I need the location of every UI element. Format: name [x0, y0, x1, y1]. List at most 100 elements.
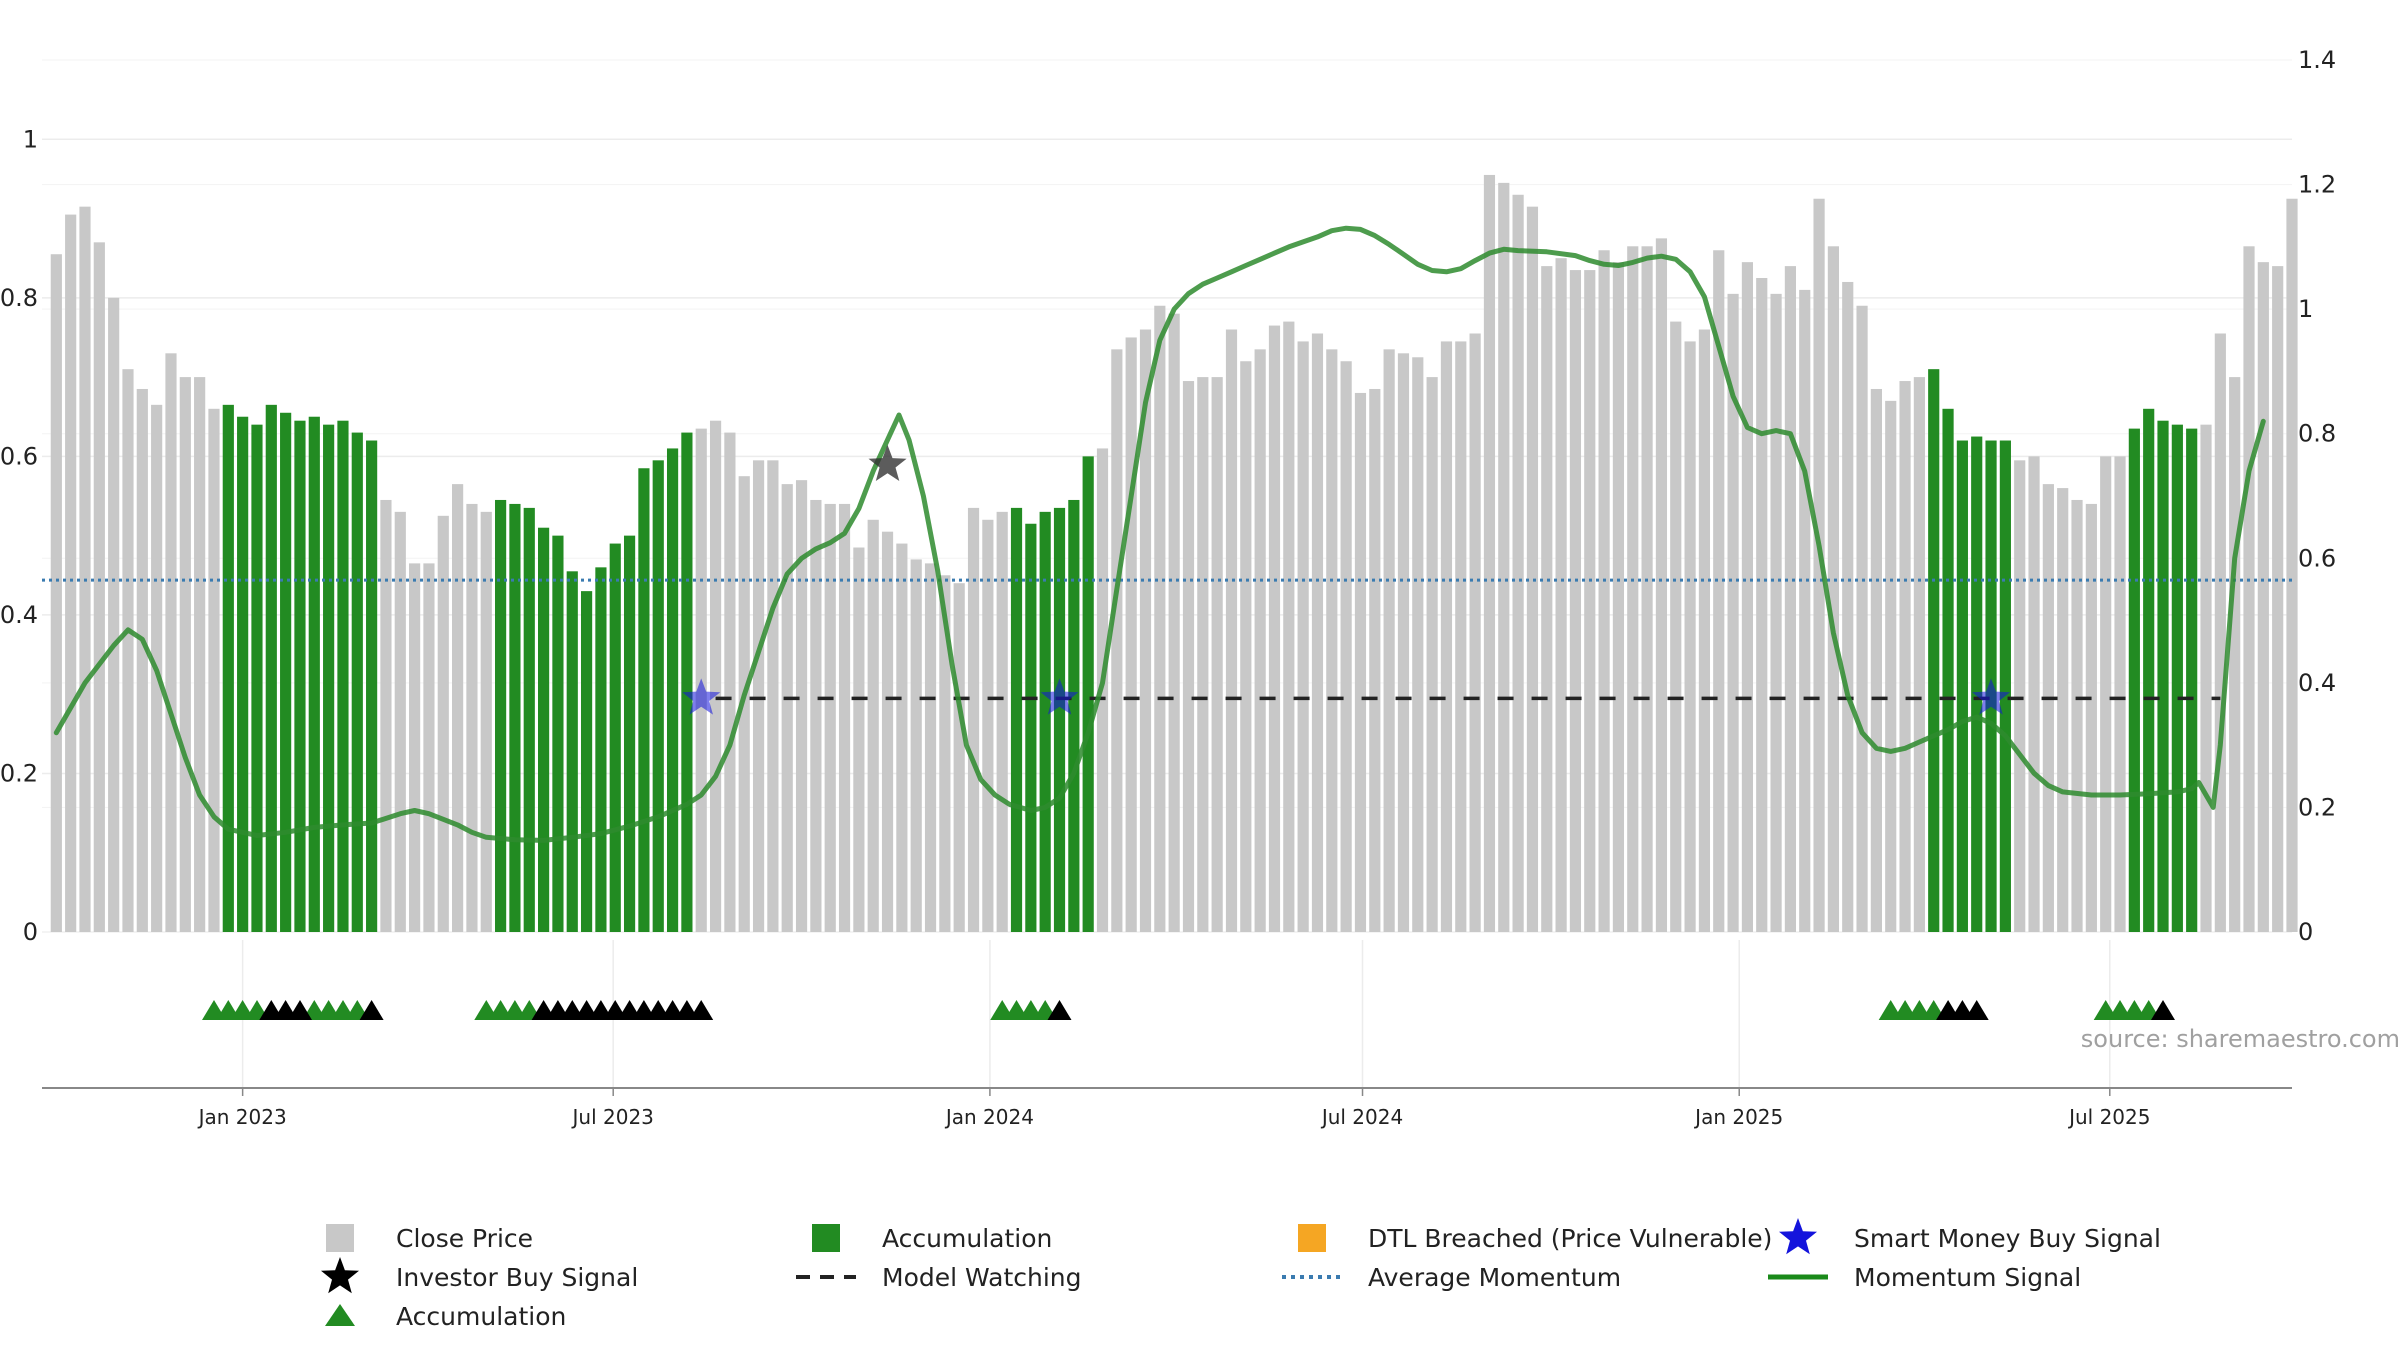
momentum-signal-line [53, 225, 2266, 843]
close-price-bar [1555, 258, 1567, 932]
x-axis-ticks: Jan 2023 Jul 2023 Jan 2024 Jul 2024 Jan 2025… [197, 1088, 2150, 1129]
accumulation-bar [1039, 511, 1051, 932]
close-price-bar [1612, 262, 1625, 932]
x-tick-label: Jul 2023 [571, 1105, 654, 1129]
accumulation-bar [2157, 420, 2169, 932]
close-price-bar [752, 460, 765, 932]
close-price-bar [423, 563, 435, 932]
accumulation-bar [1971, 436, 1983, 932]
close-price-bar [838, 503, 851, 932]
y-left-tick-label: 1 [23, 125, 38, 153]
x-tick-label: Jul 2025 [2067, 1105, 2150, 1129]
close-price-bar [1827, 246, 1839, 933]
close-price-bar [466, 503, 478, 932]
close-price-bar [996, 511, 1008, 932]
close-price-bar [79, 206, 91, 932]
accumulation-bar [2128, 428, 2140, 932]
accumulation-bar [652, 460, 664, 932]
close-price-bar [709, 420, 722, 932]
close-price-bar [1297, 341, 1309, 932]
close-price-bar [2071, 499, 2083, 932]
investor-star [868, 444, 907, 481]
smart-money-star [682, 678, 721, 715]
legend-item: Accumulation [325, 1302, 566, 1331]
legend-marker [1298, 1224, 1326, 1252]
close-price-bar [924, 563, 937, 932]
close-price-bar [1455, 341, 1467, 932]
strip-signal-triangle [2151, 1000, 2175, 1020]
close-price-bar [208, 408, 220, 932]
accumulation-bar [595, 567, 607, 932]
close-price-bar [1799, 289, 1811, 933]
close-price-bar [480, 511, 492, 932]
close-price-bar [1756, 278, 1768, 932]
legend-item: DTL Breached (Price Vulnerable) [1298, 1224, 1772, 1253]
close-price-bar [910, 559, 922, 932]
accumulation-bar [265, 404, 277, 932]
close-price-bar [2243, 246, 2255, 933]
close-price-bars [50, 174, 2298, 933]
close-price-bar [2229, 377, 2241, 932]
accumulation-bar [623, 535, 636, 932]
accumulation-bar [638, 468, 650, 932]
close-price-bar [1311, 333, 1324, 932]
accumulation-bar [552, 535, 564, 932]
close-price-bar [2214, 333, 2226, 932]
y-right-tick-label: 1.4 [2298, 46, 2336, 74]
close-price-bar [1412, 357, 1424, 933]
close-price-bar [1125, 337, 1137, 932]
close-price-bar [1813, 198, 1825, 932]
close-price-bar [1240, 361, 1252, 933]
accumulation-bar [366, 440, 378, 932]
close-price-bar [1569, 270, 1582, 932]
close-price-bar [1354, 392, 1367, 933]
close-price-bar [1784, 266, 1796, 932]
close-price-bar [1870, 388, 1882, 932]
close-price-bar [810, 499, 822, 932]
legend-item: Smart Money Buy Signal [1779, 1218, 2161, 1255]
close-price-bar [1655, 238, 1668, 932]
close-price-bar [795, 480, 808, 932]
close-price-bar [2200, 424, 2212, 932]
legend-label: Model Watching [882, 1263, 1082, 1292]
close-price-bar [967, 507, 980, 932]
close-price-bar [1770, 293, 1782, 932]
accumulation-bar [681, 432, 693, 932]
close-price-bar [1440, 341, 1453, 932]
close-price-bar [881, 531, 894, 932]
legend-item: Momentum Signal [1768, 1263, 2081, 1292]
close-price-bar [1856, 305, 1868, 932]
accumulation-bar [538, 527, 550, 932]
close-price-bar [1211, 377, 1223, 932]
close-price-bar [853, 547, 865, 932]
close-price-bar [1641, 246, 1653, 933]
close-price-bar [781, 484, 793, 932]
accumulation-bar [251, 424, 263, 932]
legend-label: Momentum Signal [1854, 1263, 2081, 1292]
close-price-bar [1899, 381, 1911, 932]
close-price-bar [767, 460, 779, 932]
accumulation-bar [280, 412, 292, 932]
source-label: source: sharemaestro.com [2081, 1025, 2400, 1053]
legend-item: Investor Buy Signal [321, 1257, 638, 1294]
x-tick-label: Jan 2025 [1693, 1105, 1783, 1129]
close-price-bar [1225, 329, 1238, 932]
close-price-bar [896, 543, 908, 932]
accumulation-bar [1942, 408, 1954, 932]
y-right-tick-label: 0.2 [2298, 793, 2336, 821]
close-price-bar [1526, 206, 1539, 932]
close-price-bar [2257, 262, 2269, 932]
close-price-bar [1713, 250, 1725, 933]
accumulation-bar [237, 416, 249, 932]
close-price-bar [437, 515, 449, 932]
legend-label: Smart Money Buy Signal [1854, 1224, 2161, 1253]
accumulation-bar [2186, 428, 2198, 932]
legend-item: Close Price [326, 1224, 533, 1253]
close-price-bar [1741, 262, 1754, 932]
close-price-bar [122, 369, 134, 932]
close-price-bar [165, 353, 177, 932]
close-price-bar [1268, 325, 1281, 933]
close-price-bar [1168, 313, 1180, 932]
legend-label: Accumulation [882, 1224, 1052, 1253]
